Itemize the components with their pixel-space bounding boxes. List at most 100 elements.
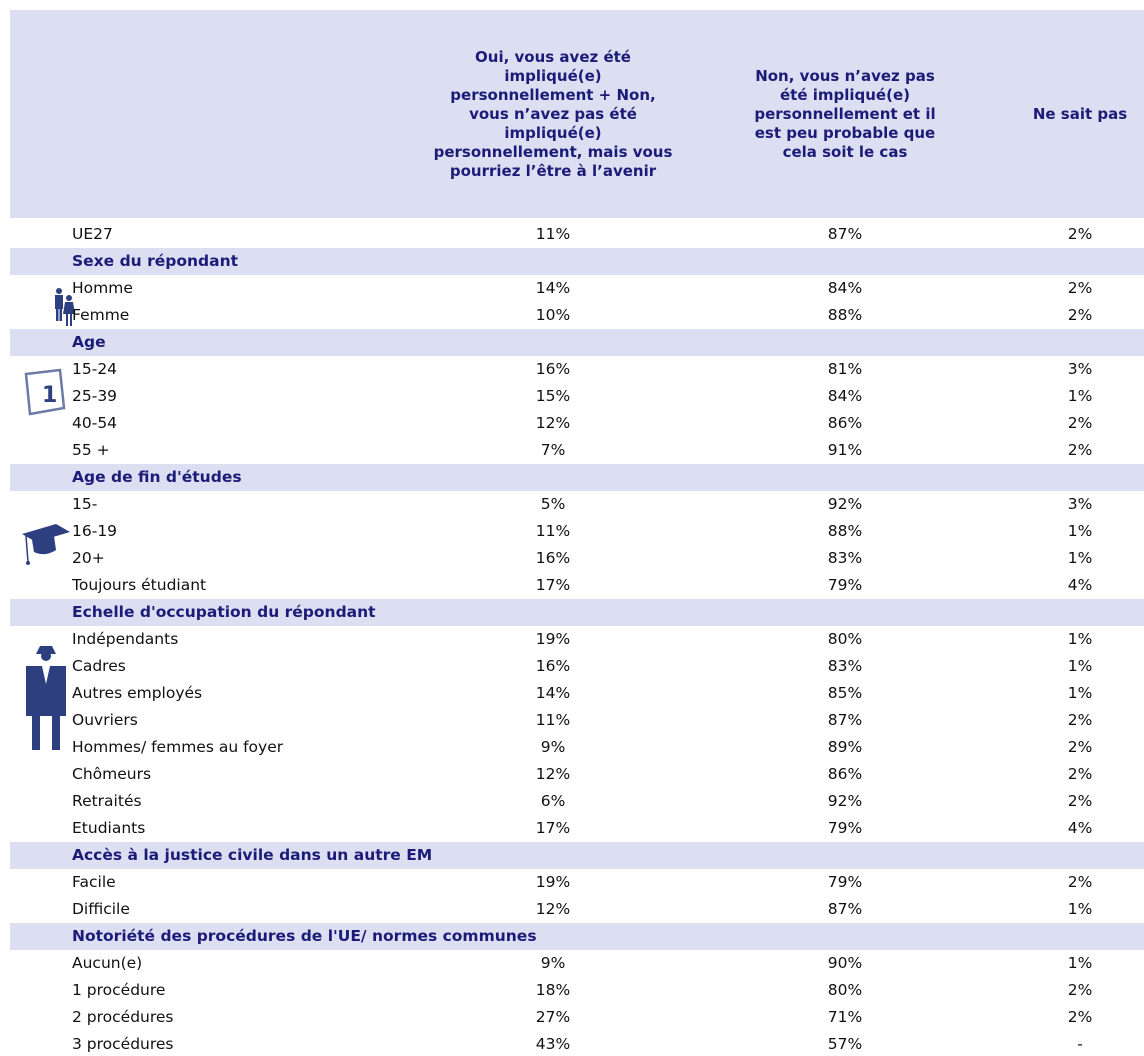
- row-label: Facile: [72, 873, 116, 891]
- row-label: Retraités: [72, 792, 142, 810]
- row-label: 16-19: [72, 522, 118, 540]
- cell-value: 1%: [1067, 954, 1093, 972]
- cell-value: 92%: [827, 792, 863, 810]
- cell-value: 12%: [535, 900, 571, 918]
- cell-value: 1%: [1067, 549, 1093, 567]
- cell-value: 11%: [535, 522, 571, 540]
- cell-value: 19%: [535, 630, 571, 648]
- cell-value: 83%: [827, 657, 863, 675]
- row-label: Autres employés: [72, 684, 203, 702]
- cell-value: 79%: [827, 873, 863, 891]
- cell-value: 1%: [1067, 630, 1093, 648]
- cell-value: 80%: [827, 981, 863, 999]
- cell-value: 79%: [827, 576, 863, 594]
- cell-value: 5%: [540, 495, 566, 513]
- cell-value: 2%: [1067, 873, 1093, 891]
- cell-value: 9%: [540, 738, 566, 756]
- cell-value: 71%: [827, 1008, 863, 1026]
- cell-value: 88%: [827, 306, 863, 324]
- cell-value: 87%: [827, 225, 863, 243]
- cell-value: 9%: [540, 954, 566, 972]
- cell-value: 2%: [1067, 306, 1093, 324]
- row-label: Chômeurs: [72, 765, 152, 783]
- row-label: Toujours étudiant: [72, 576, 207, 594]
- section-band: [10, 842, 1144, 869]
- graduation-icon: [22, 524, 70, 565]
- section-title: Accès à la justice civile dans un autre …: [72, 846, 433, 864]
- cell-value: 87%: [827, 711, 863, 729]
- cell-value: 14%: [535, 684, 571, 702]
- cell-value: 12%: [535, 765, 571, 783]
- row-label: Ouvriers: [72, 711, 138, 729]
- cell-value: 1%: [1067, 522, 1093, 540]
- row-label: Hommes/ femmes au foyer: [72, 738, 284, 756]
- row-label: 25-39: [72, 387, 118, 405]
- cell-value: 80%: [827, 630, 863, 648]
- cell-value: 86%: [827, 414, 863, 432]
- cell-value: 43%: [535, 1035, 571, 1053]
- cell-value: 87%: [827, 900, 863, 918]
- cell-value: 18%: [535, 981, 571, 999]
- cell-value: 14%: [535, 279, 571, 297]
- section-band: [10, 248, 1144, 275]
- row-label: 55 +: [72, 441, 110, 459]
- cell-value: 57%: [827, 1035, 863, 1053]
- section-title: Age de fin d'études: [72, 468, 242, 486]
- cell-value: 2%: [1067, 414, 1093, 432]
- cell-value: 27%: [535, 1008, 571, 1026]
- cell-value: 4%: [1067, 576, 1093, 594]
- cell-value: 3%: [1067, 495, 1093, 513]
- cell-value: 86%: [827, 765, 863, 783]
- section-title: Sexe du répondant: [72, 252, 239, 270]
- cell-value: 91%: [827, 441, 863, 459]
- cell-value: 2%: [1067, 765, 1093, 783]
- cell-value: 1%: [1067, 900, 1093, 918]
- row-label: Indépendants: [72, 630, 179, 648]
- row-label: 15-: [72, 495, 98, 513]
- column-header: Oui, vous avez été impliqué(e) personnel…: [433, 47, 673, 180]
- section-band: [10, 329, 1144, 356]
- cell-value: 16%: [535, 657, 571, 675]
- cell-value: 19%: [535, 873, 571, 891]
- cell-value: 85%: [827, 684, 863, 702]
- row-label: Difficile: [72, 900, 130, 918]
- cell-value: 90%: [827, 954, 863, 972]
- svg-text:1: 1: [42, 383, 57, 408]
- row-label: Cadres: [72, 657, 126, 675]
- row-label: Homme: [72, 279, 133, 297]
- row-label: 40-54: [72, 414, 118, 432]
- row-label: 3 procédures: [72, 1035, 174, 1053]
- column-header: Non, vous n’avez pas été impliqué(e) per…: [754, 66, 936, 161]
- cell-value: 2%: [1067, 792, 1093, 810]
- cell-value: 84%: [827, 279, 863, 297]
- section-title: Age: [72, 333, 106, 351]
- row-label: 1 procédure: [72, 981, 166, 999]
- cell-value: 10%: [535, 306, 571, 324]
- section-title: Notoriété des procédures de l'UE/ normes…: [72, 927, 537, 945]
- cell-value: 17%: [535, 576, 571, 594]
- row-label: UE27: [72, 225, 113, 243]
- cell-value: 11%: [535, 225, 571, 243]
- cell-value: 89%: [827, 738, 863, 756]
- cell-value: 15%: [535, 387, 571, 405]
- worker-icon: [26, 646, 66, 750]
- cell-value: 2%: [1067, 441, 1093, 459]
- cell-value: 1%: [1067, 684, 1093, 702]
- cell-value: 2%: [1067, 981, 1093, 999]
- cell-value: 2%: [1067, 225, 1093, 243]
- cell-value: 2%: [1067, 279, 1093, 297]
- row-label: Etudiants: [72, 819, 146, 837]
- cell-value: 1%: [1067, 387, 1093, 405]
- section-band: [10, 599, 1144, 626]
- row-label: 15-24: [72, 360, 118, 378]
- cell-value: 12%: [535, 414, 571, 432]
- cell-value: 81%: [827, 360, 863, 378]
- cell-value: 1%: [1067, 657, 1093, 675]
- cell-value: 6%: [540, 792, 566, 810]
- section-band: [10, 464, 1144, 491]
- cell-value: 2%: [1067, 711, 1093, 729]
- column-header: Ne sait pas: [1032, 104, 1128, 123]
- cell-value: 16%: [535, 549, 571, 567]
- cell-value: 3%: [1067, 360, 1093, 378]
